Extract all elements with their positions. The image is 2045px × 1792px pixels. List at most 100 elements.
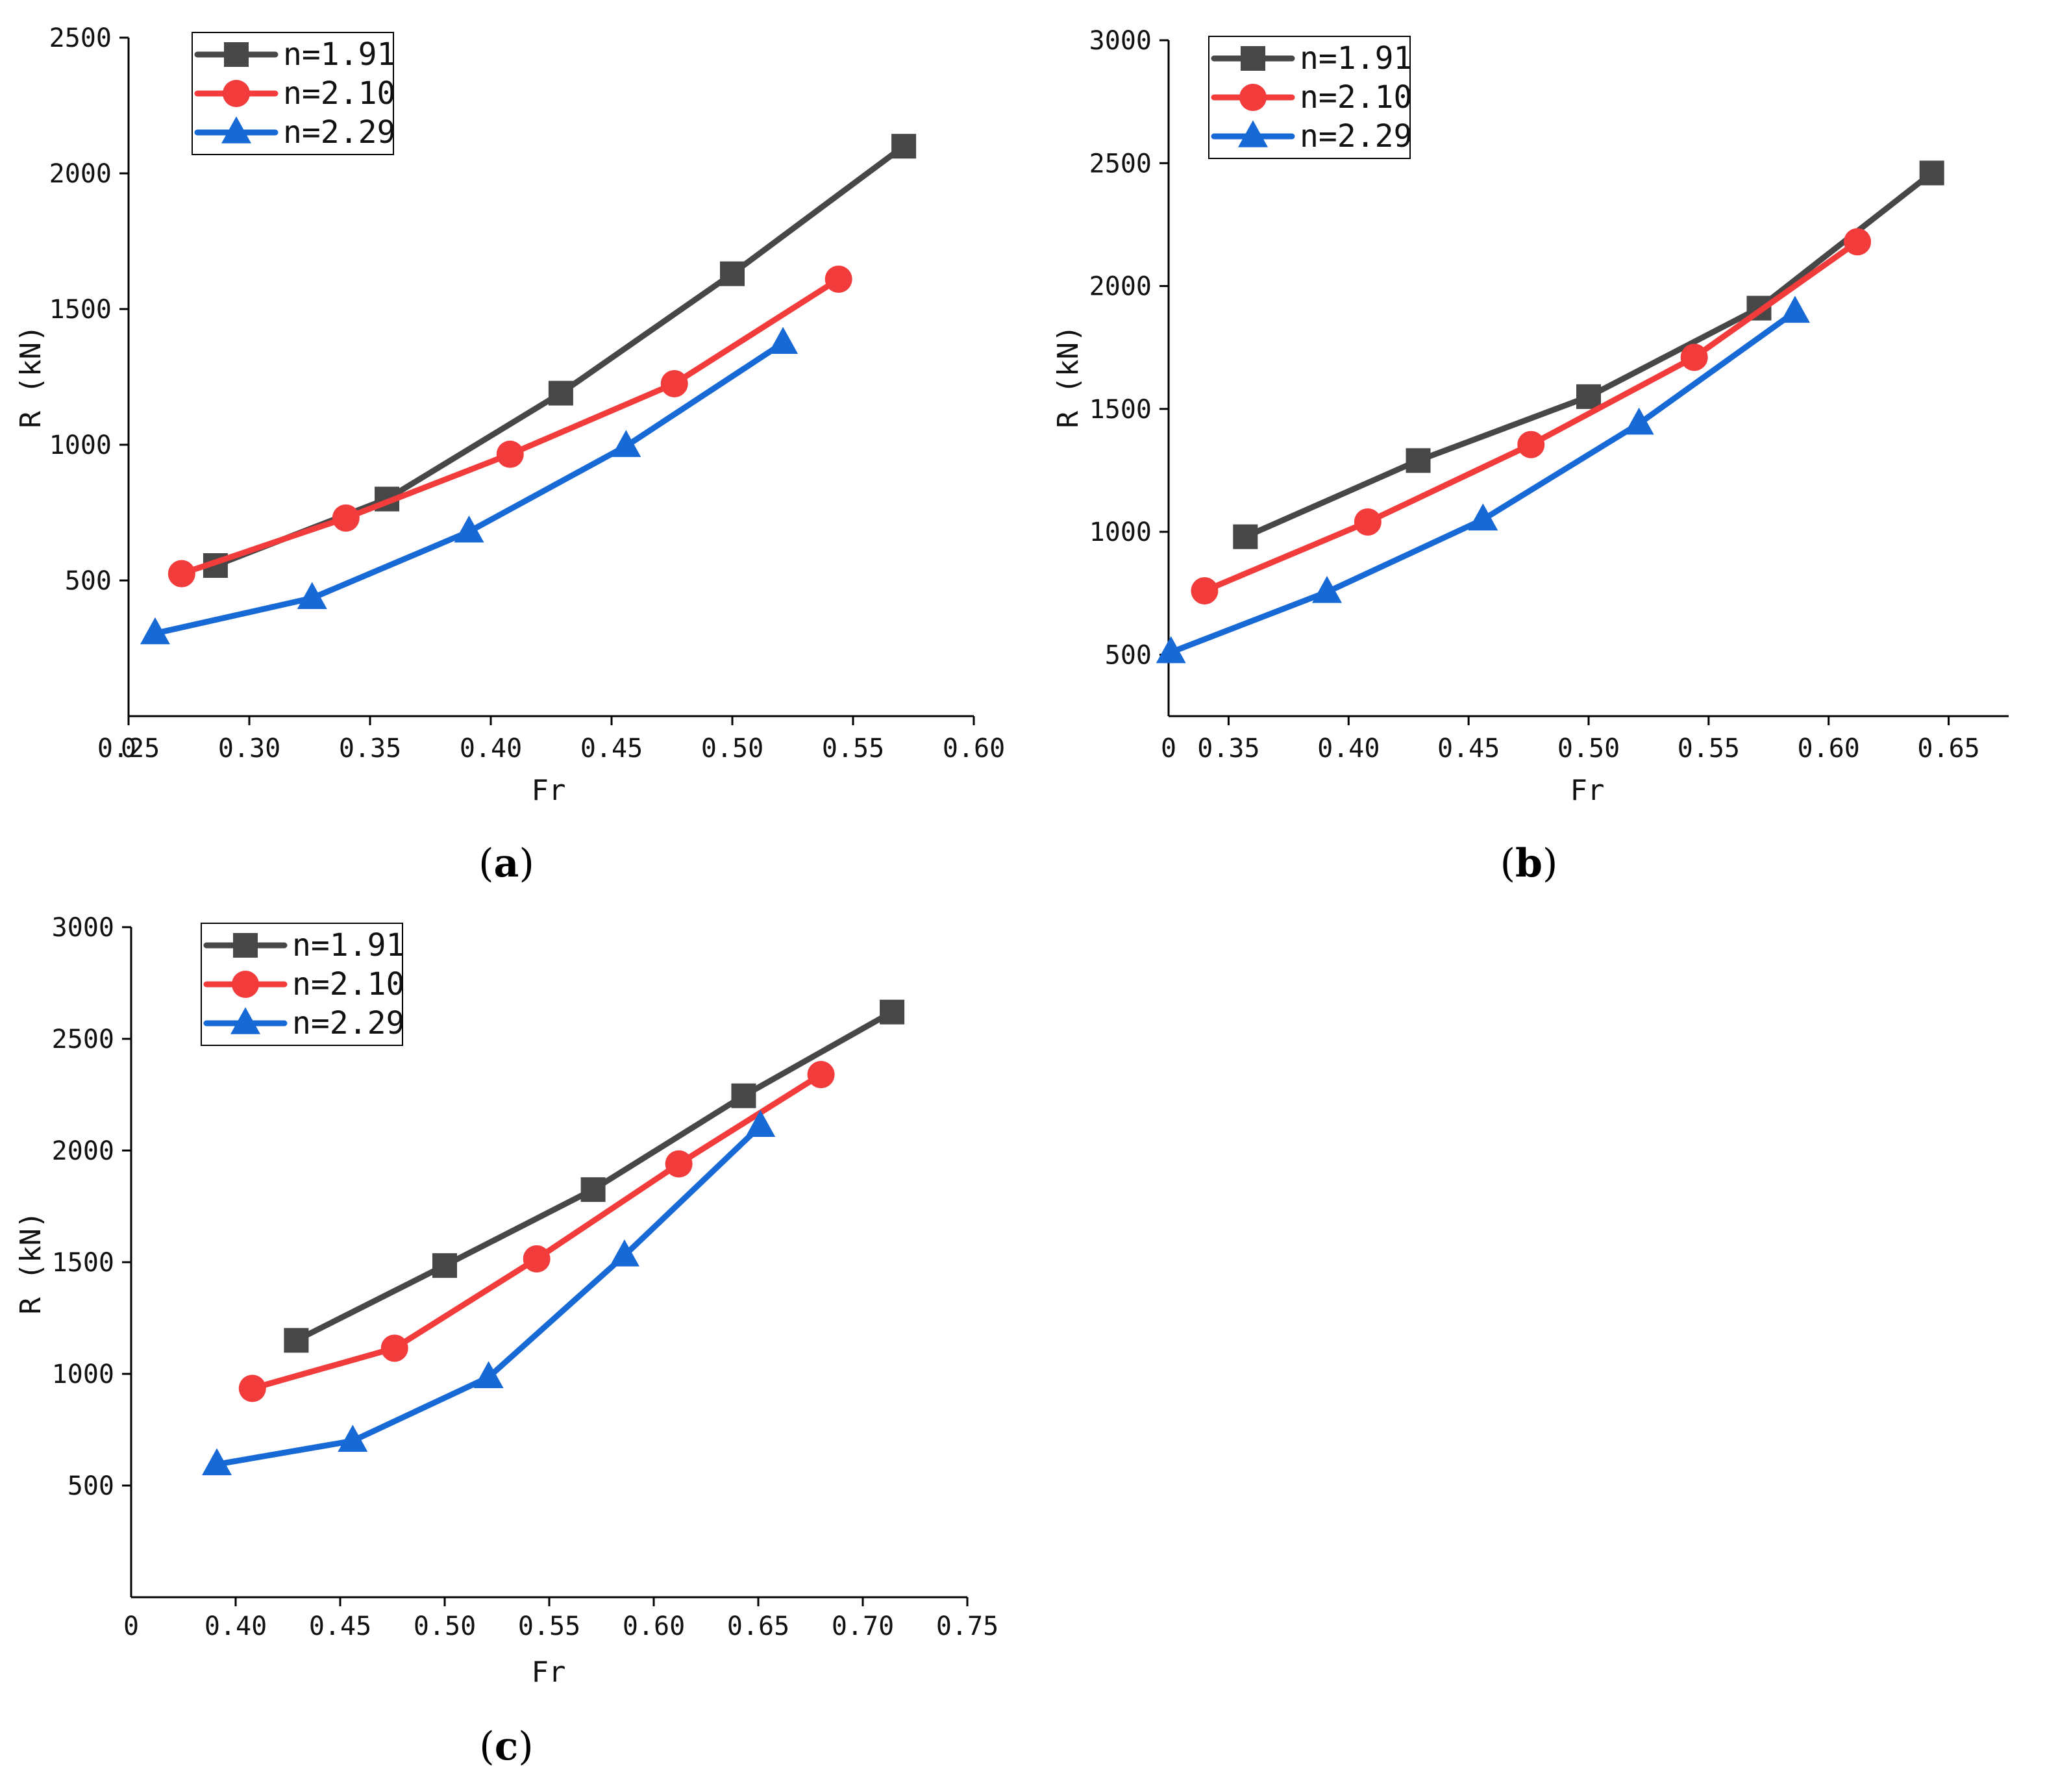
- x-tick-label: 0.65: [727, 1612, 789, 1641]
- data-point-marker: [297, 582, 327, 609]
- data-point-marker: [609, 1239, 639, 1267]
- data-point-marker: [1680, 343, 1708, 371]
- data-point-marker: [1919, 160, 1944, 186]
- legend-entry-label: n=1.91: [1300, 40, 1412, 77]
- series-n-2-29: [140, 327, 799, 645]
- y-tick-label: 500: [65, 566, 112, 596]
- data-point-marker: [1233, 524, 1258, 549]
- x-tick-label: 0.70: [832, 1612, 894, 1641]
- data-point-marker: [580, 1177, 606, 1202]
- panel-label: (b): [1500, 841, 1558, 886]
- data-point-marker: [824, 266, 852, 293]
- x-tick-label: 0.65: [1917, 734, 1979, 764]
- data-point-marker: [140, 617, 170, 645]
- chart-panel-c: 0 0.40 0.45 0.50 0.55 0.60 0.65 0.70 0.75 500 1000…: [14, 913, 998, 1769]
- legend: n=1.91n=2.10n=2.29: [1208, 36, 1412, 159]
- x-tick-label: 0.35: [339, 734, 401, 764]
- x-tick-label: 0.60: [1798, 734, 1860, 764]
- data-point-marker: [1191, 577, 1219, 604]
- y-tick-label: 2500: [49, 23, 112, 53]
- series-n-2-10: [167, 266, 852, 588]
- legend-swatch-marker: [224, 42, 249, 67]
- series-line: [1242, 169, 1935, 540]
- data-point-marker: [380, 1334, 408, 1362]
- data-point-marker: [473, 1361, 504, 1388]
- chart-panel-b: 0 0.35 0.40 0.45 0.50 0.55 0.60 0.65 500 1000 1500…: [1052, 26, 2009, 886]
- x-tick-label: 0.60: [943, 734, 1005, 764]
- x-tick-label: 0: [1161, 734, 1176, 764]
- y-tick-label: 2000: [52, 1136, 114, 1166]
- legend-swatch-marker: [230, 1007, 260, 1034]
- data-point-marker: [720, 261, 745, 286]
- x-tick-label: 0.55: [1678, 734, 1740, 764]
- legend-swatch-marker: [221, 116, 251, 143]
- legend-swatch-marker: [1239, 84, 1267, 111]
- y-tick-label: 2000: [1089, 272, 1152, 302]
- x-tick-label: 0.55: [822, 734, 884, 764]
- y-tick-label: 1000: [52, 1360, 114, 1389]
- panel-label: (a): [478, 841, 534, 886]
- legend-swatch-marker: [1238, 120, 1268, 147]
- x-tick-label: 0.55: [518, 1612, 580, 1641]
- x-tick-label: 0.50: [701, 734, 763, 764]
- data-point-marker: [1312, 576, 1343, 603]
- data-point-marker: [660, 369, 688, 397]
- x-tick-label: 0.35: [1197, 734, 1259, 764]
- legend-swatch-marker: [232, 971, 259, 998]
- data-point-marker: [1517, 430, 1545, 458]
- legend: n=1.91n=2.10n=2.29: [201, 923, 404, 1046]
- data-point-marker: [1844, 228, 1872, 256]
- y-tick-label: 1500: [52, 1248, 114, 1278]
- y-axis-title: R (kN): [14, 1212, 47, 1315]
- data-point-marker: [1156, 636, 1186, 664]
- x-axis-title: Fr: [532, 1656, 566, 1689]
- x-tick-label: 0.50: [414, 1612, 476, 1641]
- data-point-marker: [548, 380, 573, 406]
- data-point-marker: [1779, 295, 1810, 323]
- series-line: [212, 143, 907, 569]
- y-tick-label: 2500: [1089, 149, 1152, 179]
- data-point-marker: [891, 134, 917, 159]
- data-point-marker: [1624, 407, 1654, 435]
- series-n-1-91: [203, 134, 917, 579]
- legend-swatch-marker: [1241, 46, 1265, 71]
- data-point-marker: [432, 1253, 457, 1278]
- data-point-marker: [284, 1328, 309, 1353]
- y-tick-label: 1000: [49, 430, 112, 460]
- data-point-marker: [332, 504, 360, 532]
- y-tick-label: 500: [68, 1471, 114, 1501]
- y-axis-title: R (kN): [1052, 325, 1085, 429]
- data-point-marker: [665, 1150, 693, 1178]
- series-n-1-91: [284, 999, 905, 1353]
- series-n-2-10: [1191, 228, 1872, 604]
- legend-entry-label: n=2.10: [283, 75, 395, 112]
- data-point-marker: [611, 430, 641, 457]
- x-tick-label: 0: [121, 734, 136, 764]
- y-tick-label: 2000: [49, 159, 112, 189]
- y-tick-label: 1500: [49, 295, 112, 325]
- x-tick-label: 0.25: [97, 734, 160, 764]
- x-tick-label: 0.45: [309, 1612, 371, 1641]
- data-point-marker: [1576, 384, 1601, 409]
- series-line: [152, 340, 786, 637]
- legend: n=1.91n=2.10n=2.29: [192, 32, 395, 155]
- x-tick-label: 0.40: [460, 734, 522, 764]
- series-n-2-29: [202, 1110, 776, 1476]
- legend-entry-label: n=2.10: [1300, 79, 1412, 116]
- data-point-marker: [454, 515, 484, 543]
- series-line: [249, 1071, 824, 1391]
- y-tick-label: 3000: [1089, 26, 1152, 56]
- y-tick-label: 1500: [1089, 395, 1152, 425]
- series-line: [293, 1009, 895, 1343]
- y-tick-label: 3000: [52, 913, 114, 943]
- data-point-marker: [1406, 448, 1431, 473]
- legend-swatch-marker: [223, 80, 250, 107]
- data-point-marker: [1354, 508, 1382, 536]
- x-axis-title: Fr: [532, 774, 566, 807]
- x-tick-label: 0.40: [1317, 734, 1380, 764]
- data-point-marker: [1468, 503, 1498, 530]
- data-point-marker: [807, 1061, 835, 1089]
- legend-entry-label: n=2.29: [1300, 118, 1412, 155]
- legend-entry-label: n=2.29: [283, 114, 395, 151]
